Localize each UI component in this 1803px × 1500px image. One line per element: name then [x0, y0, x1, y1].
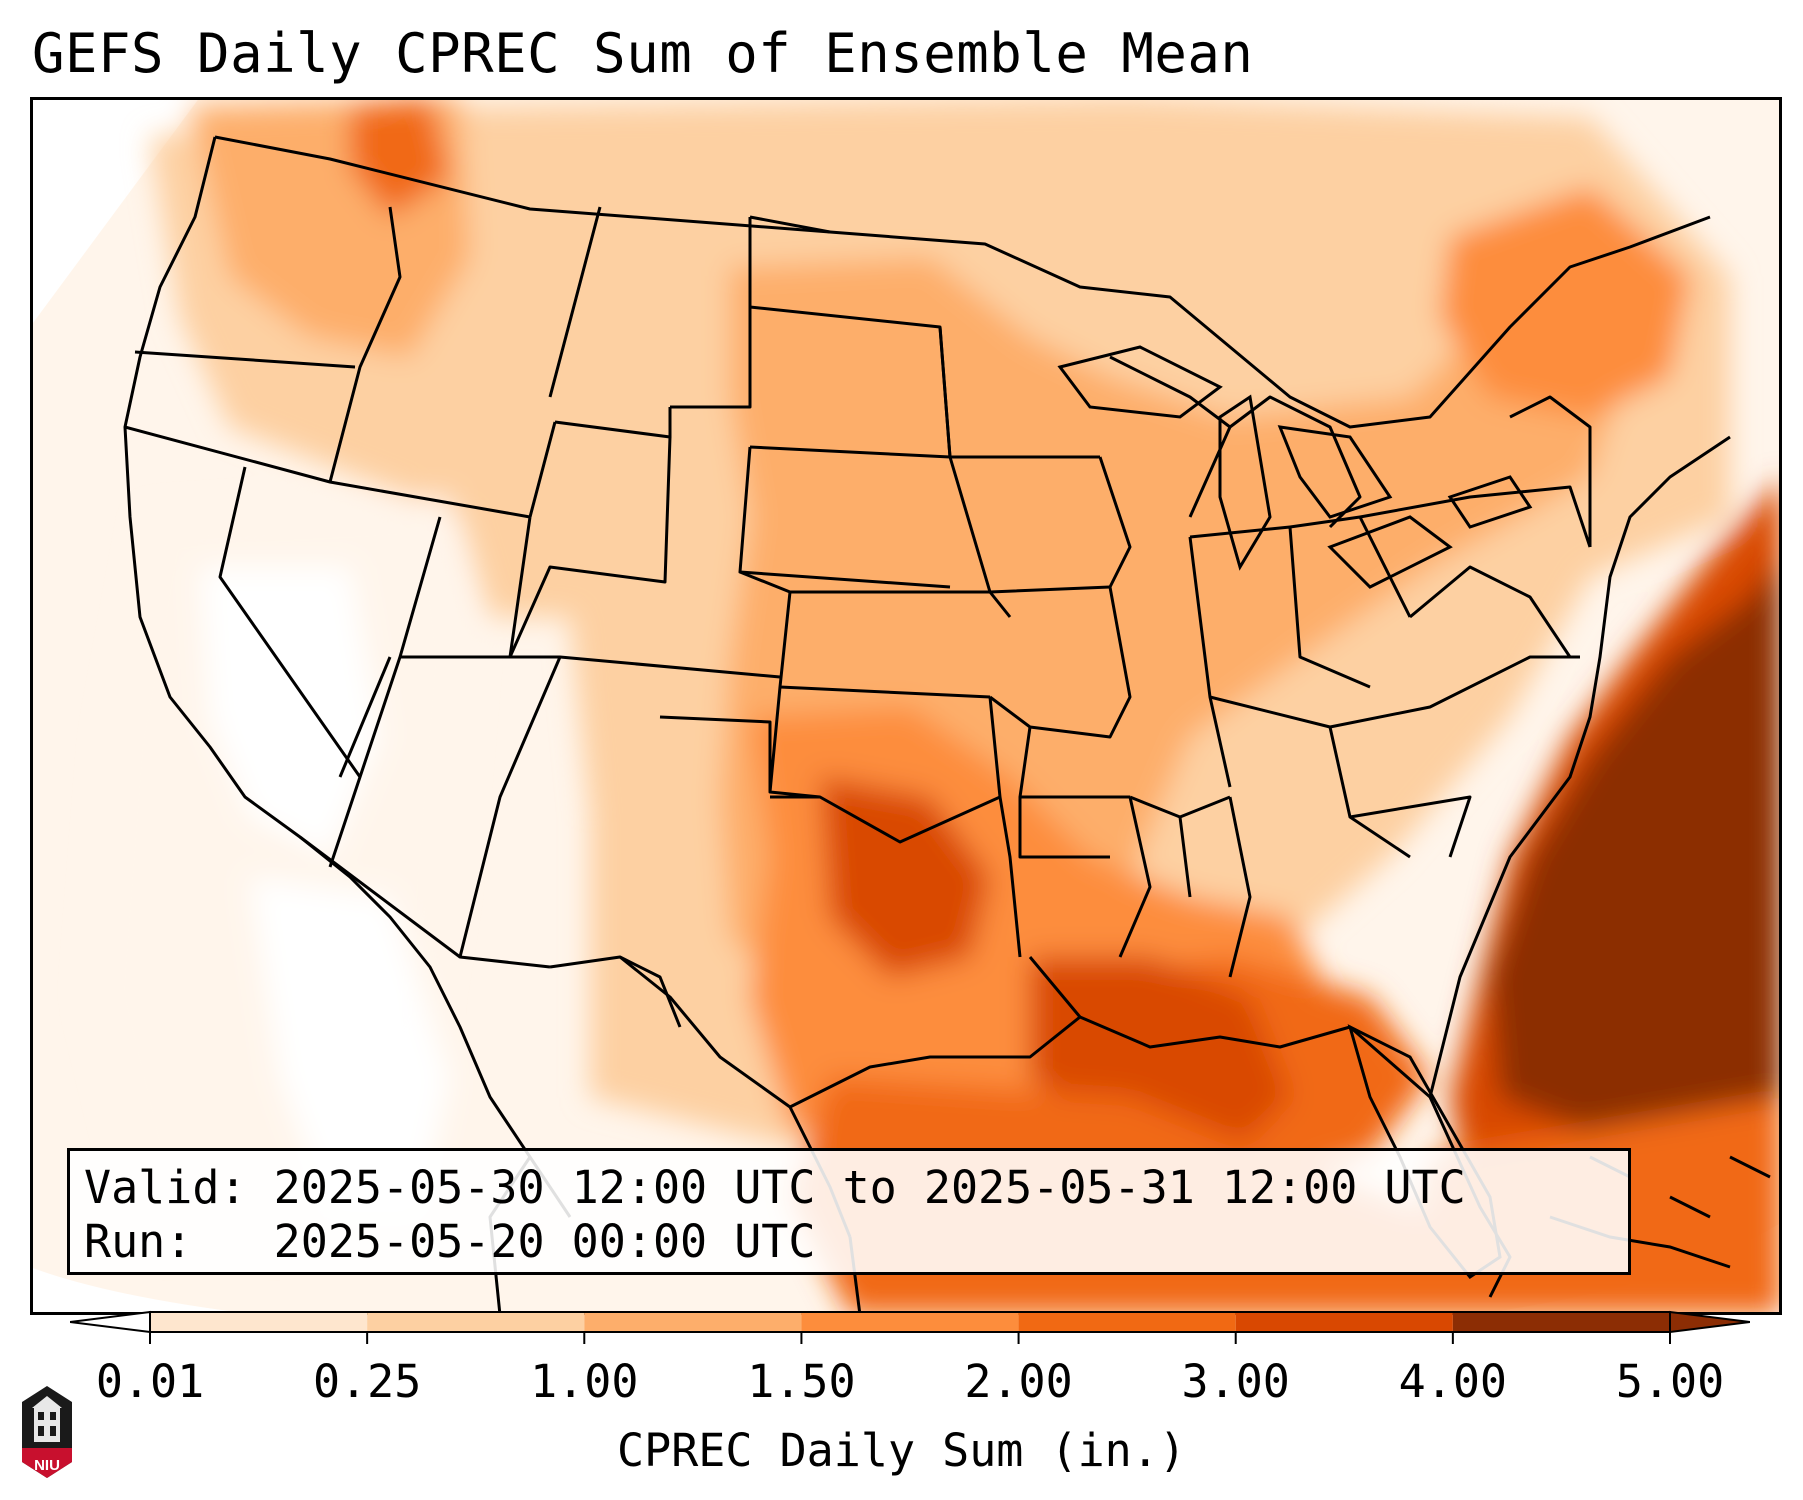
colorbar-segment [1235, 1312, 1453, 1332]
map-title: GEFS Daily CPREC Sum of Ensemble Mean [32, 22, 1254, 85]
precip-map [30, 97, 1782, 1315]
precip-region-northwest-core [350, 97, 450, 217]
colorbar-tick-label: 1.00 [530, 1355, 639, 1408]
colorbar-tick-label: 0.01 [95, 1355, 205, 1408]
precip-region-baja-white [250, 877, 450, 1217]
valid-run-info-box: Valid: 2025-05-30 12:00 UTC to 2025-05-3… [67, 1148, 1631, 1275]
great-lakes [1057, 345, 1533, 589]
colorbar-segment [367, 1312, 585, 1332]
colorbar-tick-label: 0.25 [312, 1355, 422, 1408]
colorbar-tick-label: 2.00 [964, 1355, 1073, 1408]
precip-region-atlantic-core [1490, 557, 1782, 1157]
domain-edge-sw [30, 1267, 260, 1315]
precip-region-plains-core [820, 777, 990, 977]
run-time-text: Run: 2025-05-20 00:00 UTC [84, 1215, 816, 1268]
colorbar [70, 1310, 1750, 1344]
state-borders [123, 135, 1731, 1315]
niu-logo: NIU [18, 1384, 76, 1480]
colorbar-under-triangle [70, 1310, 151, 1334]
precip-region-nevada-white [200, 567, 380, 857]
colorbar-segment [1018, 1312, 1236, 1332]
colorbar-segment [1452, 1312, 1670, 1332]
colorbar-segment [801, 1312, 1019, 1332]
colorbar-segment [150, 1312, 368, 1332]
precip-region-northeast [1440, 187, 1690, 417]
valid-time-text: Valid: 2025-05-30 12:00 UTC to 2025-05-3… [84, 1161, 1466, 1214]
colorbar-segment [584, 1312, 802, 1332]
colorbar-label: CPREC Daily Sum (in.) [617, 1424, 1186, 1477]
colorbar-over-triangle [1669, 1310, 1750, 1334]
colorbar-tick-label: 1.50 [747, 1355, 856, 1408]
colorbar-tick-label: 4.00 [1398, 1355, 1508, 1408]
colorbar-tick-label: 3.00 [1181, 1355, 1290, 1408]
niu-logo-text: NIU [34, 1457, 60, 1474]
niu-logo-icon [22, 1386, 72, 1478]
colorbar-tick-label: 5.00 [1615, 1355, 1725, 1408]
colorbar-tick-labels: 0.01 0.25 1.00 1.50 2.00 3.00 4.00 5.00 [0, 1355, 1803, 1415]
